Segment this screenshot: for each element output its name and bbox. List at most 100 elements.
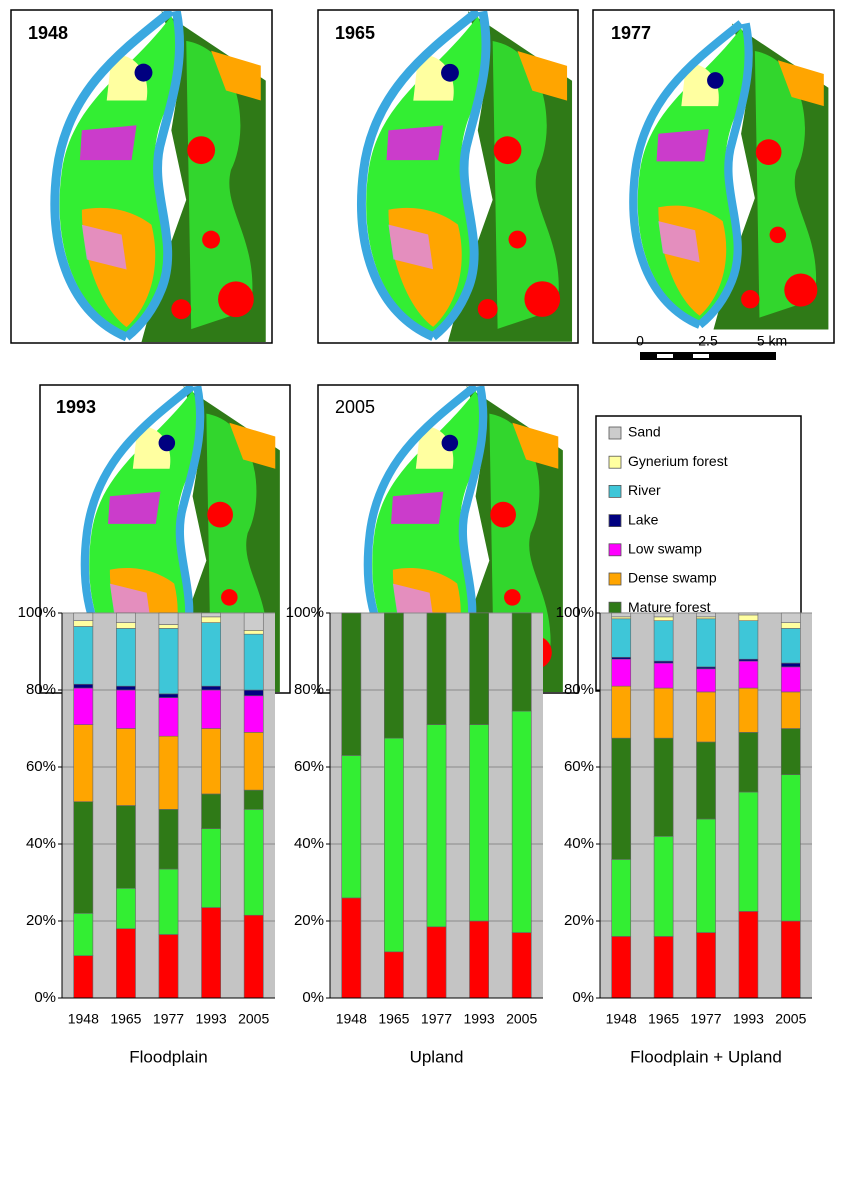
- bar-segment: [243, 612, 264, 631]
- bar-segment: [653, 835, 674, 937]
- bar-segment: [780, 662, 801, 668]
- map-year: 1948: [28, 23, 68, 43]
- bar-segment: [384, 951, 404, 999]
- bar-segment: [73, 912, 94, 956]
- y-tick-label: 20%: [294, 912, 324, 929]
- bar-segment: [158, 693, 179, 698]
- bar-segment: [158, 628, 179, 695]
- bar-segment: [511, 932, 532, 999]
- legend-swatch: [608, 514, 622, 527]
- bar-segment: [116, 928, 136, 999]
- y-tick-label: 60%: [26, 758, 56, 775]
- bar-segment: [611, 859, 632, 937]
- bar-segment: [201, 793, 221, 829]
- bar-segment: [611, 618, 632, 658]
- bar-segment: [738, 612, 759, 616]
- x-tick-label: 2005: [506, 1011, 537, 1027]
- y-tick-label: 40%: [564, 835, 594, 852]
- x-tick-label: 1965: [110, 1011, 141, 1027]
- bar-segment: [201, 685, 221, 691]
- map-year: 1977: [611, 23, 651, 43]
- y-tick-label: 20%: [564, 912, 594, 929]
- legend-label: River: [628, 482, 661, 498]
- x-tick-label: 1965: [648, 1011, 679, 1027]
- legend-label: Lake: [628, 511, 659, 527]
- y-tick-label: 60%: [564, 758, 594, 775]
- x-tick-label: 1948: [68, 1011, 99, 1027]
- bar-segment: [158, 809, 179, 870]
- y-tick-label: 40%: [294, 835, 324, 852]
- bar-segment: [780, 612, 801, 623]
- map-year: 1993: [56, 397, 96, 417]
- bar-segment: [341, 755, 362, 899]
- bar-segment: [653, 662, 674, 689]
- bar-segment: [243, 732, 264, 791]
- bar-segment: [696, 612, 716, 618]
- bar-segment: [158, 624, 179, 629]
- bar-segment: [116, 887, 136, 930]
- bar-segment: [158, 934, 179, 999]
- bar-segment: [116, 622, 136, 629]
- y-tick-label: 80%: [26, 681, 56, 698]
- bar-segment: [158, 868, 179, 935]
- bar-segment: [653, 620, 674, 662]
- x-tick-label: 1977: [153, 1011, 184, 1027]
- x-tick-label: 2005: [775, 1011, 806, 1027]
- legend-label: Mature forest: [628, 599, 711, 615]
- bar-segment: [426, 926, 447, 999]
- y-tick-label: 20%: [26, 912, 56, 929]
- bar-segment: [611, 936, 632, 999]
- bar-segment: [158, 735, 179, 810]
- bar-segment: [611, 612, 632, 618]
- bar-segment: [243, 789, 264, 810]
- y-tick-label: 0%: [302, 989, 324, 1006]
- bar-segment: [696, 818, 716, 933]
- chart-title: Floodplain + Upland: [630, 1047, 782, 1066]
- x-tick-label: 1965: [378, 1011, 409, 1027]
- bar-segment: [653, 737, 674, 837]
- bar-segment: [469, 724, 489, 922]
- x-tick-label: 1977: [690, 1011, 721, 1027]
- bar-segment: [780, 774, 801, 922]
- bar-segment: [653, 616, 674, 621]
- bar-segment: [611, 737, 632, 860]
- bar-segment: [243, 630, 264, 635]
- bar-segment: [116, 628, 136, 687]
- bar-segment: [738, 732, 759, 793]
- bar-segment: [780, 728, 801, 776]
- bar-segment: [201, 612, 221, 618]
- bar-segment: [341, 612, 362, 756]
- scale-bar: 0 2.5 5 km: [636, 333, 787, 360]
- map-year: 2005: [335, 397, 375, 417]
- legend-swatch: [608, 572, 622, 586]
- bar-segment: [426, 612, 447, 725]
- bar-segment: [243, 689, 264, 697]
- bar-segment: [243, 633, 264, 691]
- bar-segment: [158, 697, 179, 737]
- legend-swatch: [608, 543, 622, 557]
- legend-swatch: [608, 426, 622, 440]
- bar-segment: [341, 897, 362, 999]
- bar-segment: [780, 666, 801, 693]
- x-tick-label: 2005: [238, 1011, 269, 1027]
- scale-bar-segment: [693, 354, 709, 358]
- bar-segment: [73, 612, 94, 621]
- bar-segment: [738, 614, 759, 621]
- bar-segment: [696, 668, 716, 693]
- bar-segment: [611, 658, 632, 687]
- bar-segment: [611, 685, 632, 739]
- y-tick-label: 100%: [556, 604, 594, 621]
- bar-segment: [738, 620, 759, 660]
- x-tick-label: 1993: [464, 1011, 495, 1027]
- x-tick-label: 1993: [196, 1011, 227, 1027]
- bar-segment: [201, 728, 221, 795]
- bar-segment: [201, 828, 221, 908]
- legend-label: Dense swamp: [628, 570, 717, 586]
- y-tick-label: 100%: [18, 604, 56, 621]
- bar-segment: [780, 920, 801, 999]
- bar-segment: [426, 724, 447, 928]
- bar-segment: [738, 911, 759, 999]
- bar-segment: [738, 687, 759, 733]
- bar-segment: [116, 685, 136, 691]
